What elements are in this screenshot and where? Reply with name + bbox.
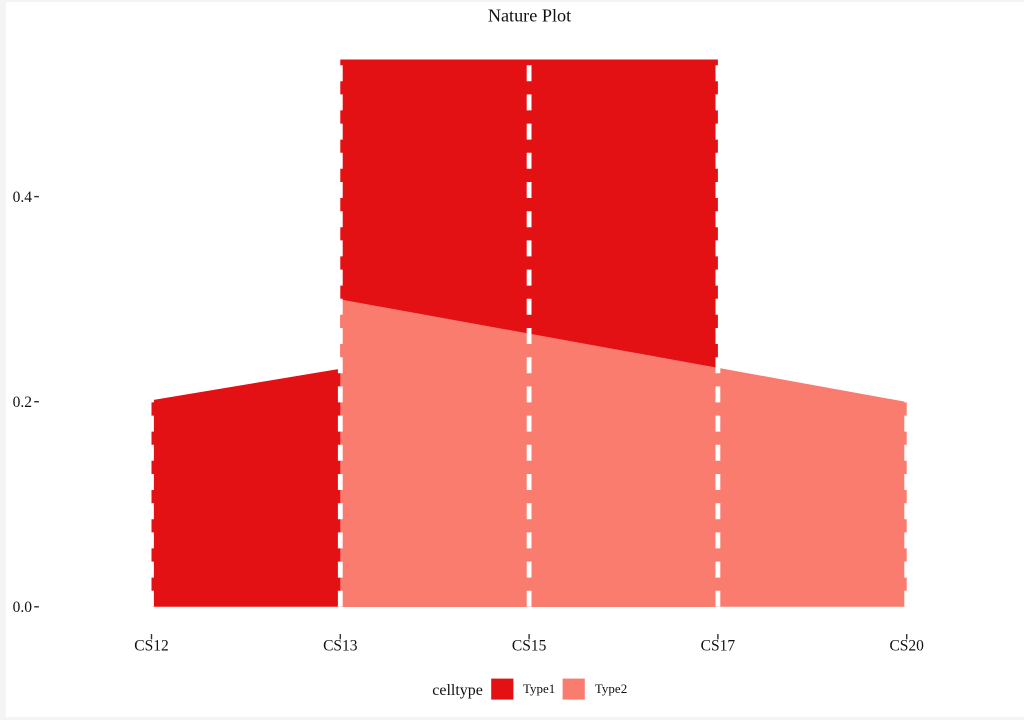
svg-text:0.4: 0.4 [13,189,33,206]
svg-text:Type1: Type1 [523,681,555,696]
svg-text:0.2: 0.2 [13,394,32,411]
svg-text:CS17: CS17 [701,638,736,655]
svg-text:CS12: CS12 [134,638,168,655]
svg-text:CS13: CS13 [323,638,358,655]
svg-text:Type2: Type2 [595,681,627,696]
svg-text:CS15: CS15 [512,638,547,655]
svg-text:celltype: celltype [432,682,483,699]
svg-text:0.0: 0.0 [13,599,33,616]
svg-text:Nature Plot: Nature Plot [488,5,571,25]
svg-text:CS20: CS20 [889,638,924,655]
